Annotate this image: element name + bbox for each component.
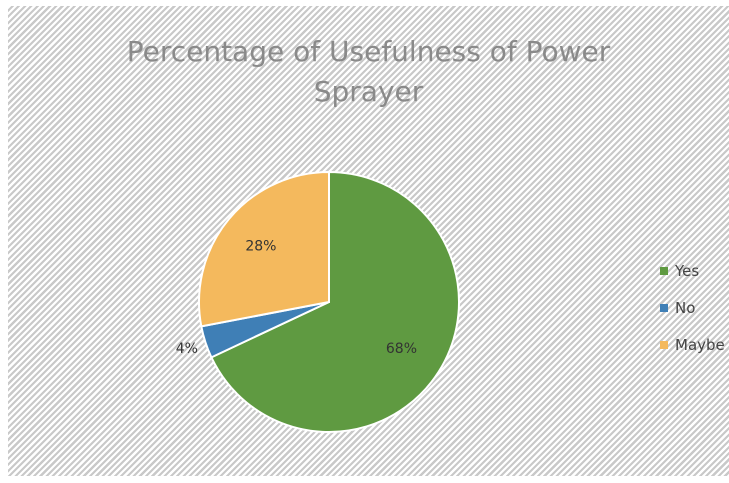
data-label-yes: 68%	[386, 341, 417, 357]
pie-slice-maybe	[198, 170, 330, 328]
legend-label-maybe: Maybe	[675, 335, 725, 354]
legend-label-yes: Yes	[675, 261, 700, 280]
data-label-maybe: 28%	[245, 239, 276, 255]
legend: Yes No Maybe	[660, 252, 725, 363]
legend-item-yes: Yes	[660, 252, 725, 289]
chart-title-line-1: Percentage of Usefulness of Power	[126, 35, 611, 68]
legend-swatch-no	[660, 303, 668, 312]
legend-item-maybe: Maybe	[660, 326, 725, 363]
chart-title: Percentage of Usefulness of Power Spraye…	[8, 32, 729, 112]
chart-title-line-2: Sprayer	[313, 75, 424, 108]
data-label-no: 4%	[176, 341, 198, 357]
legend-swatch-maybe	[660, 340, 668, 349]
pie-slice-yes	[210, 170, 460, 433]
chart-area: Percentage of Usefulness of Power Spraye…	[8, 6, 729, 476]
legend-swatch-yes	[660, 266, 668, 275]
legend-label-no: No	[675, 298, 696, 317]
pie-chart: 68% 4% 28%	[176, 170, 460, 433]
legend-item-no: No	[660, 289, 725, 326]
